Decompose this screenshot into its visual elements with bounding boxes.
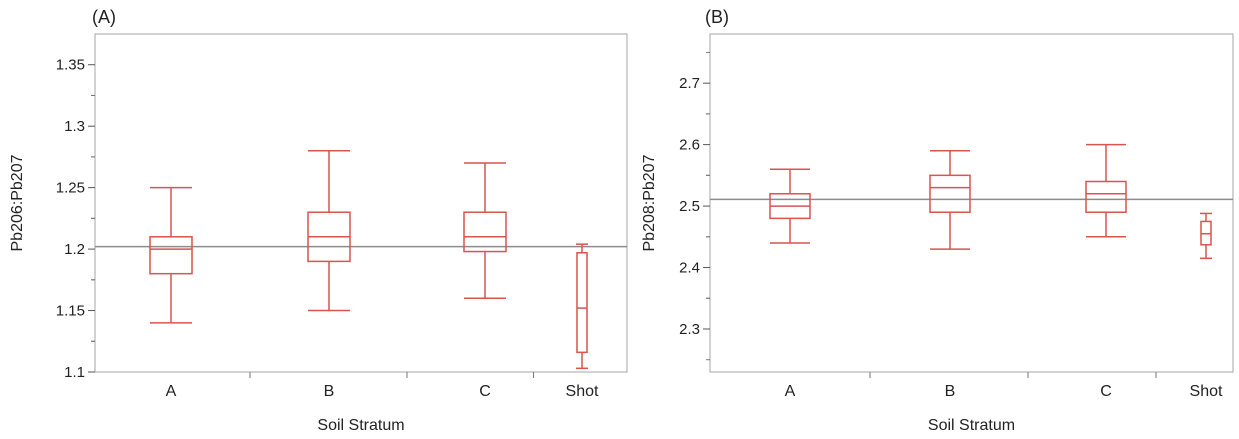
box-iqr [149,236,193,275]
plot-frame [94,33,628,373]
y-tick-label: 1.25 [56,180,85,197]
x-category-label: C [1100,383,1112,400]
chart-panel-a: (A) 1.1 1.15 1.2 1.25 1.3 1.35 A B C Shot Soil Stra… [9,7,628,434]
x-category-label: A [166,383,177,400]
y-tick-label: 1.1 [64,364,85,381]
box-b [307,150,351,312]
x-category-label: C [479,383,491,400]
y-tick-label: 2.5 [679,198,700,215]
panel-label: (A) [92,7,116,27]
box-b [929,150,971,250]
box-a [149,186,193,324]
box-shot [576,243,588,370]
panel-label: (B) [705,7,729,27]
y-tick-label: 2.4 [679,260,700,277]
box-iqr [929,174,971,213]
x-category-label: Shot [1190,383,1223,400]
y-tick-label: 1.15 [56,303,85,320]
y-tick-label: 2.7 [679,75,700,92]
y-tick-label: 1.3 [64,118,85,135]
y-axis-title: Pb206:Pb207 [9,154,26,251]
y-tick-label: 1.2 [64,241,85,258]
x-axis-title: Soil Stratum [317,417,404,434]
box-a [769,168,811,244]
box-c [463,162,507,300]
x-axis-title: Soil Stratum [928,417,1015,434]
box-shot [1200,212,1212,260]
x-category-label: A [785,383,796,400]
y-tick-label: 1.35 [56,57,85,74]
box-iqr [576,252,588,354]
x-category-label: Shot [566,383,599,400]
y-axis-title: Pb208:Pb207 [641,154,658,251]
box-iqr [1085,180,1127,213]
x-category-label: B [945,383,956,400]
chart-panel-b: (B) 2.3 2.4 2.5 2.6 2.7 A B C Shot Soil Stratum Pb2… [641,7,1234,434]
box-c [1085,143,1127,238]
y-tick-label: 2.6 [679,137,700,154]
box-iqr [463,211,507,253]
y-tick-label: 2.3 [679,321,700,338]
plot-frame [709,33,1234,373]
x-category-label: B [324,383,335,400]
